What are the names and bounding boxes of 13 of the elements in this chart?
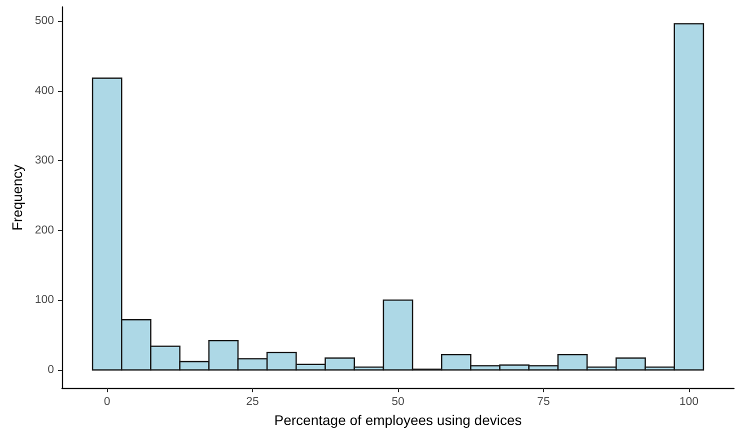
- y-tick-label: 200: [34, 224, 54, 236]
- x-tick-label: 75: [537, 396, 550, 408]
- y-tick-label: 400: [34, 84, 54, 97]
- x-tick-label: 0: [104, 396, 110, 408]
- y-tick-label: 0: [48, 364, 54, 376]
- x-tick-label: 50: [392, 396, 404, 408]
- y-axis-title: Frequency: [8, 164, 25, 231]
- y-tick-label: 100: [34, 294, 54, 306]
- y-tick-label: 300: [34, 154, 54, 167]
- x-tick-label: 100: [679, 396, 699, 408]
- x-axis-title: Percentage of employees using devices: [274, 412, 522, 428]
- x-tick-label: 25: [246, 396, 259, 408]
- y-tick-label: 500: [34, 14, 54, 27]
